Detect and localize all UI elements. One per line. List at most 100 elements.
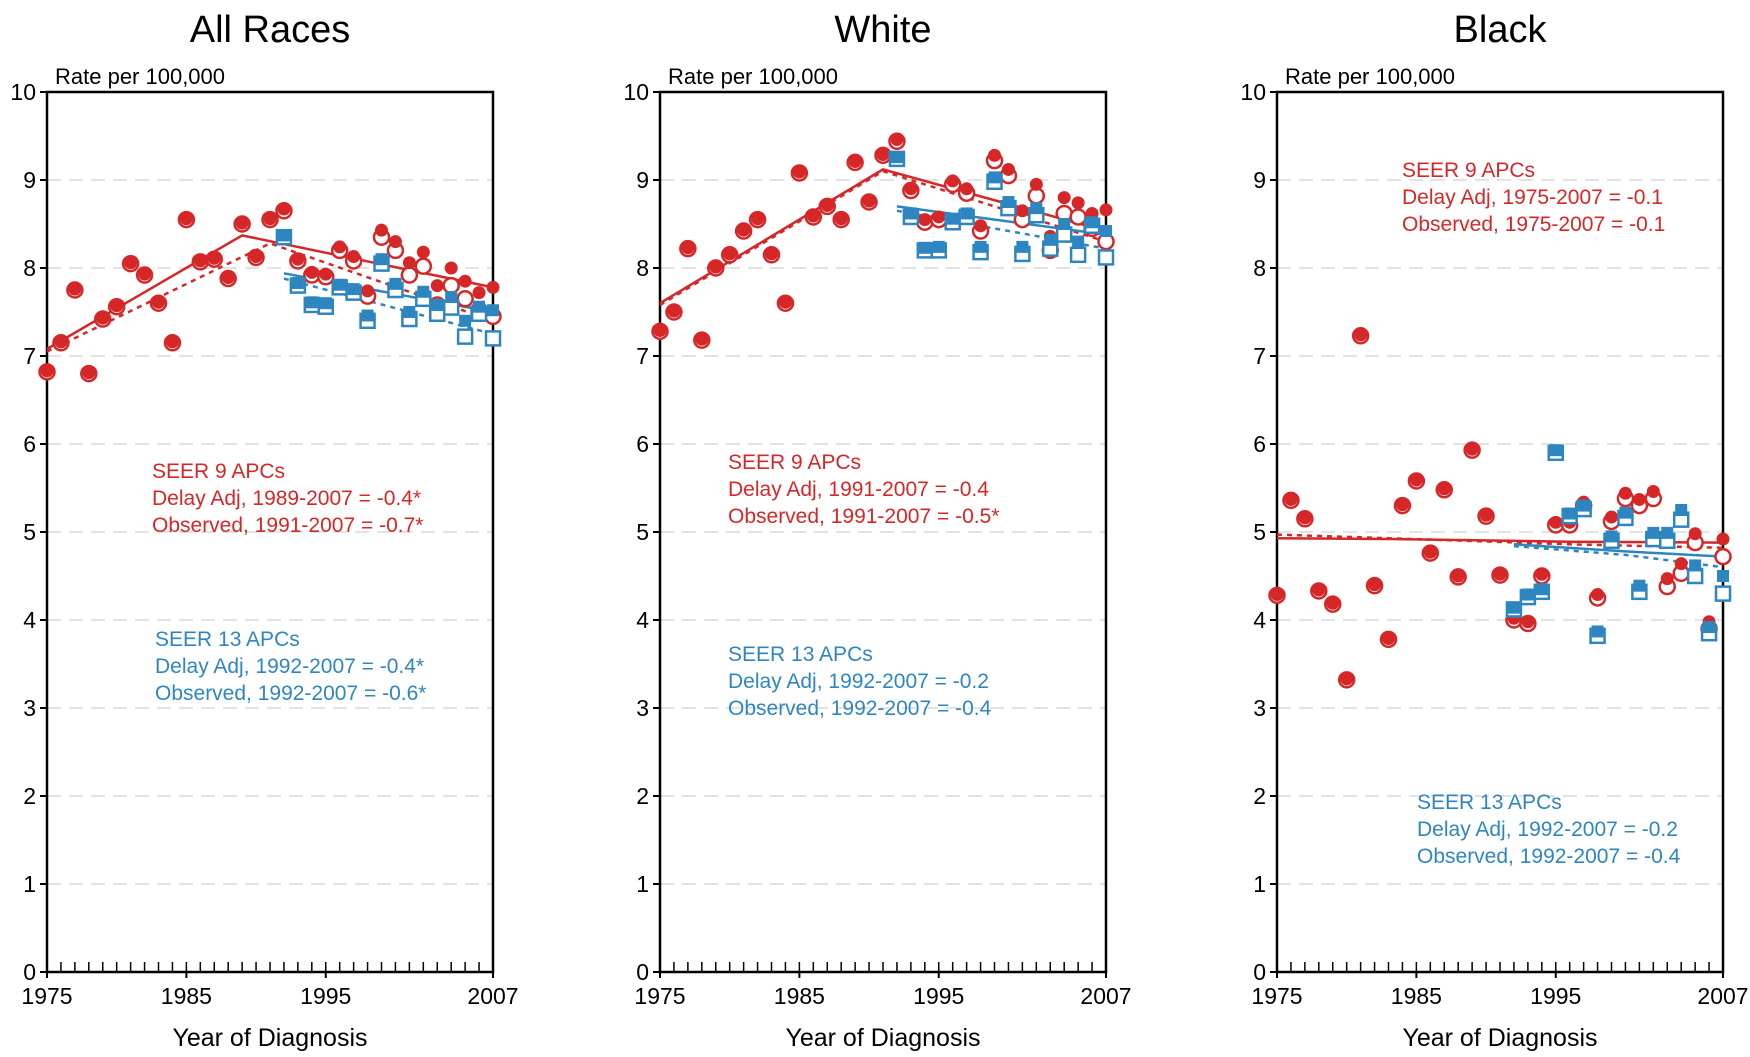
seer13-delay-adj-point (946, 212, 959, 225)
seer13-delay-adj-point (1072, 235, 1085, 248)
seer13-apc-annotation: Delay Adj, 1992-2007 = -0.2 (728, 670, 989, 693)
seer13-delay-adj-point (361, 309, 374, 322)
seer9-apc-annotation: SEER 9 APCs (728, 451, 861, 474)
seer9-delay-adj-point (430, 279, 444, 293)
seer9-delay-adj-point (1354, 328, 1368, 342)
seer9-delay-adj-point (1326, 596, 1340, 610)
seer9-delay-adj-point (152, 295, 165, 309)
seer13-delay-adj-point (389, 277, 402, 290)
seer9-apc-annotation: Observed, 1991-2007 = -0.7* (152, 514, 423, 537)
seer13-delay-adj-point (974, 240, 987, 253)
y-tick-label: 3 (636, 695, 649, 721)
seer9-delay-adj-point (375, 223, 388, 237)
x-tick-label: 2007 (467, 983, 518, 1009)
seer13-delay-adj-point (918, 241, 931, 254)
seer9-apc-annotation: SEER 9 APCs (1402, 159, 1535, 182)
y-tick-label: 5 (23, 519, 36, 545)
seer13-observed-point (1714, 585, 1732, 602)
seer9-delay-adj-point (1674, 557, 1688, 571)
x-tick-label: 1975 (1251, 983, 1302, 1009)
seer13-observed-trend-line (1513, 544, 1724, 569)
seer9-delay-adj-point (124, 256, 138, 270)
seer13-delay-adj-point (988, 171, 1001, 184)
seer9-delay-adj-point (974, 219, 988, 233)
seer13-delay-adj-point (1002, 196, 1015, 208)
seer9-delay-adj-point (1549, 515, 1563, 529)
seer9-delay-adj-point (444, 261, 458, 275)
seer9-delay-adj-point (890, 133, 904, 147)
seer9-delay-adj-point (416, 245, 430, 259)
y-tick-label: 1 (636, 871, 649, 897)
seer13-delay-adj-point (277, 229, 290, 242)
seer13-apc-annotation: Delay Adj, 1992-2007 = -0.2 (1417, 818, 1678, 841)
seer13-delay-adj-point (1661, 526, 1674, 539)
seer9-delay-adj-point (1716, 532, 1730, 546)
seer9-delay-adj-point (40, 364, 54, 378)
y-tick-label: 4 (23, 607, 36, 633)
seer9-observed-trend-line (1276, 533, 1724, 550)
chart-title: Black (1454, 9, 1548, 51)
y-tick-label: 6 (23, 431, 36, 457)
y-tick-label: 5 (1253, 519, 1266, 545)
seer13-delay-adj-point (319, 297, 332, 310)
plot-frame (658, 90, 1108, 974)
y-tick-label: 10 (1240, 79, 1266, 105)
y-tick-label: 9 (1253, 167, 1266, 193)
y-tick-label: 2 (636, 783, 649, 809)
seer9-delay-adj-point (458, 274, 472, 288)
seer13-delay-adj-point (960, 207, 973, 220)
seer9-delay-adj-point (1618, 486, 1632, 500)
y-tick-label: 1 (23, 871, 36, 897)
y-tick-label: 6 (1253, 431, 1266, 457)
seer9-delay-adj-point (1646, 485, 1660, 499)
y-tick-label: 5 (636, 519, 649, 545)
seer9-observed-trend-line (659, 169, 1107, 307)
seer9-delay-adj-point (932, 210, 946, 224)
seer13-delay-adj-point (1647, 526, 1660, 539)
x-tick-label: 1995 (300, 983, 351, 1009)
seer9-delay-adj-point (1493, 567, 1507, 581)
y-axis-label: Rate per 100,000 (668, 64, 838, 89)
seer9-delay-adj-point (1605, 510, 1618, 524)
seer13-delay-adj-point (932, 240, 945, 253)
seer9-delay-adj-point (235, 216, 249, 230)
seer9-delay-adj-point (1465, 442, 1479, 456)
seer9-delay-adj-point (904, 182, 918, 196)
seer13-delay-adj-point (459, 314, 472, 327)
x-tick-label: 1995 (913, 983, 964, 1009)
seer9-delay-adj-point (1015, 204, 1029, 218)
seer13-delay-adj-point (431, 298, 444, 311)
y-tick-label: 4 (1253, 607, 1266, 633)
seer9-apc-annotation: Delay Adj, 1975-2007 = -0.1 (1402, 186, 1663, 209)
seer9-delay-adj-point (1001, 162, 1015, 176)
y-tick-label: 6 (636, 431, 649, 457)
seer13-delay-adj-point (473, 300, 486, 313)
seer9-delay-adj-point (820, 199, 834, 213)
seer9-delay-adj-point (54, 335, 68, 349)
seer13-delay-adj-point (1030, 202, 1043, 215)
seer9-delay-adj-point (737, 223, 751, 237)
y-tick-label: 1 (1253, 871, 1266, 897)
seer9-delay-adj-point (778, 295, 792, 309)
seer9-delay-adj-point (388, 235, 402, 249)
seer13-delay-adj-point (1703, 621, 1716, 634)
y-tick-label: 0 (1253, 959, 1266, 985)
seer9-delay-adj-point (1660, 572, 1674, 586)
seer9-delay-adj-point (402, 256, 416, 270)
seer13-delay-trend-line (1513, 543, 1724, 558)
seer13-delay-adj-point (347, 283, 360, 296)
seer9-delay-adj-point (1270, 587, 1284, 601)
seer9-delay-adj-point (179, 212, 193, 226)
y-tick-label: 7 (1253, 343, 1266, 369)
y-tick-label: 0 (23, 959, 36, 985)
seer9-delay-adj-point (207, 251, 221, 265)
y-tick-label: 10 (10, 79, 36, 105)
seer9-delay-adj-point (138, 267, 152, 281)
chart-title: All Races (190, 9, 351, 51)
y-tick-label: 3 (23, 695, 36, 721)
seer13-delay-adj-point (403, 306, 416, 318)
seer13-observed-point (1069, 246, 1087, 264)
plot-frame (45, 90, 495, 974)
seer9-delay-adj-point (193, 254, 207, 268)
